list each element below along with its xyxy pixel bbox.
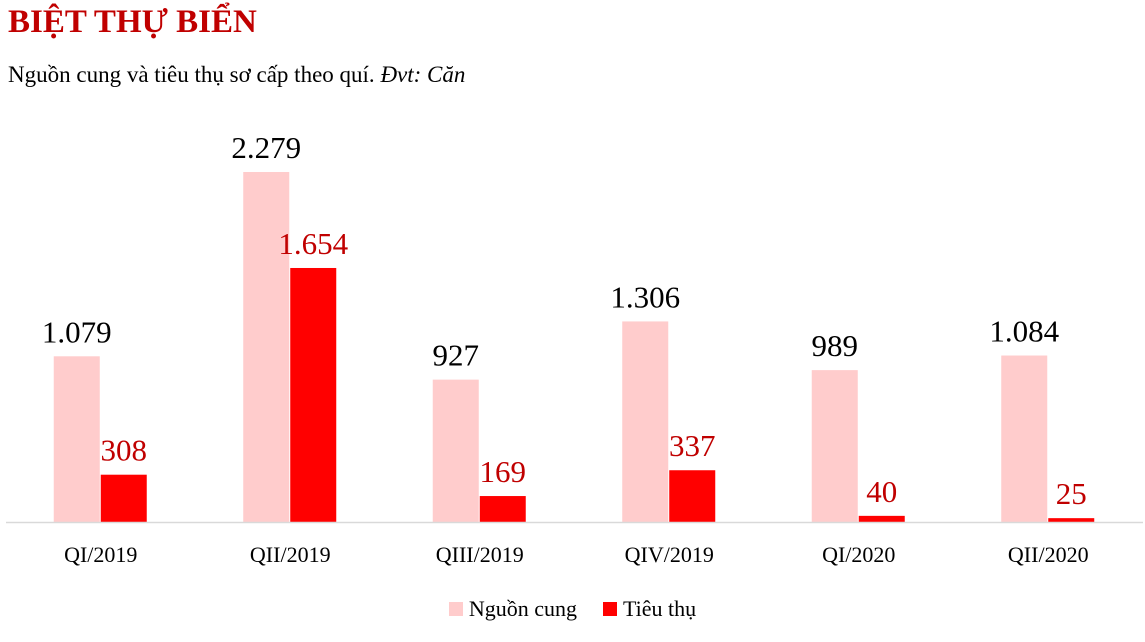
x-tick-label-QII/2020: QII/2020 xyxy=(1008,542,1089,567)
subtitle-text: Nguồn cung và tiêu thụ sơ cấp theo quí. xyxy=(8,62,381,87)
bar-sales-QII/2020 xyxy=(1048,518,1095,522)
data-label-supply-QI/2019: 1.079 xyxy=(42,314,112,349)
data-label-supply-QIII/2019: 927 xyxy=(433,338,480,373)
legend-label-supply: Nguồn cung xyxy=(468,596,577,621)
legend-swatch-sales xyxy=(603,602,617,616)
bar-chart: 1.079 308 QI/2019 2.279 1.654 QII/2019 927 169 Q… xyxy=(6,130,1143,567)
legend-swatch-supply xyxy=(448,602,463,616)
x-tick-label-QIII/2019: QIII/2019 xyxy=(436,542,524,567)
data-label-sales-QII/2020: 25 xyxy=(1056,476,1087,511)
data-label-sales-QIV/2019: 337 xyxy=(669,428,716,463)
x-tick-label-QI/2019: QI/2019 xyxy=(64,542,137,567)
legend: Nguồn cung Tiêu thụ xyxy=(0,596,1145,622)
chart-title: BIỆT THỰ BIỂN xyxy=(8,4,257,40)
data-label-supply-QII/2019: 2.279 xyxy=(231,130,301,165)
data-label-supply-QIV/2019: 1.306 xyxy=(610,279,680,314)
data-label-supply-QII/2020: 1.084 xyxy=(989,314,1059,349)
legend-item-supply: Nguồn cung xyxy=(448,596,577,622)
bar-sales-QIV/2019 xyxy=(669,470,716,522)
bar-sales-QIII/2019 xyxy=(479,496,526,522)
data-label-sales-QII/2019: 1.654 xyxy=(278,226,348,261)
unit-text: Đvt: Căn xyxy=(380,62,466,87)
bar-supply-QII/2020 xyxy=(1001,355,1048,522)
bar-sales-QI/2020 xyxy=(858,515,905,522)
bar-supply-QI/2019 xyxy=(53,356,100,522)
data-label-sales-QI/2019: 308 xyxy=(101,433,148,468)
bar-sales-QI/2019 xyxy=(100,474,147,522)
chart-subtitle: Nguồn cung và tiêu thụ sơ cấp theo quí. … xyxy=(8,62,465,88)
bar-sales-QII/2019 xyxy=(290,267,337,522)
x-tick-label-QIV/2019: QIV/2019 xyxy=(625,542,714,567)
legend-label-sales: Tiêu thụ xyxy=(623,596,697,621)
data-label-supply-QI/2020: 989 xyxy=(812,328,859,363)
data-label-sales-QIII/2019: 169 xyxy=(480,454,527,489)
bar-supply-QIII/2019 xyxy=(432,379,479,522)
data-label-sales-QI/2020: 40 xyxy=(866,474,897,509)
x-tick-label-QII/2019: QII/2019 xyxy=(250,542,331,567)
bar-supply-QII/2019 xyxy=(243,172,290,522)
legend-item-sales: Tiêu thụ xyxy=(603,596,696,622)
bar-supply-QI/2020 xyxy=(811,370,858,522)
bar-supply-QIV/2019 xyxy=(622,321,669,522)
x-tick-label-QI/2020: QI/2020 xyxy=(822,542,895,567)
